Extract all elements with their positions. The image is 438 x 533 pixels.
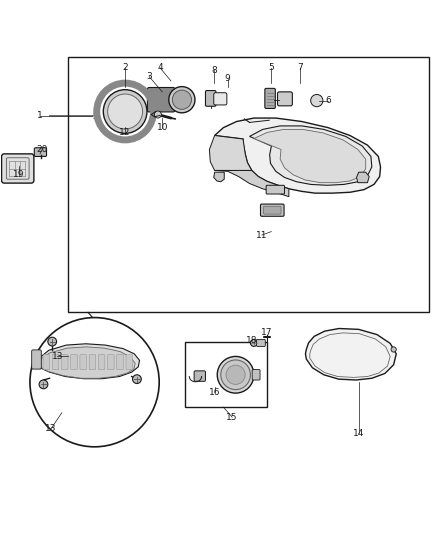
FancyBboxPatch shape	[43, 354, 49, 369]
Text: 5: 5	[268, 63, 274, 72]
Text: 14: 14	[353, 429, 364, 438]
FancyBboxPatch shape	[32, 350, 41, 369]
FancyBboxPatch shape	[257, 340, 265, 346]
FancyBboxPatch shape	[261, 204, 284, 216]
Circle shape	[133, 375, 141, 384]
Circle shape	[217, 357, 254, 393]
FancyBboxPatch shape	[61, 354, 68, 369]
FancyBboxPatch shape	[205, 91, 216, 106]
Circle shape	[169, 87, 195, 113]
Circle shape	[391, 347, 396, 352]
FancyBboxPatch shape	[126, 354, 133, 369]
FancyBboxPatch shape	[108, 354, 114, 369]
FancyBboxPatch shape	[265, 88, 276, 108]
FancyBboxPatch shape	[2, 154, 34, 183]
FancyBboxPatch shape	[80, 354, 86, 369]
Text: 15: 15	[226, 413, 238, 422]
FancyBboxPatch shape	[148, 87, 175, 112]
FancyBboxPatch shape	[194, 371, 205, 381]
Circle shape	[251, 340, 258, 346]
Polygon shape	[215, 118, 381, 193]
Circle shape	[172, 90, 191, 109]
Circle shape	[311, 94, 323, 107]
Polygon shape	[254, 130, 366, 183]
FancyBboxPatch shape	[99, 354, 105, 369]
Polygon shape	[40, 347, 135, 378]
Polygon shape	[214, 172, 224, 182]
Text: 7: 7	[297, 63, 303, 72]
Circle shape	[103, 90, 147, 133]
Text: 8: 8	[211, 66, 217, 75]
Circle shape	[154, 111, 161, 118]
Text: 20: 20	[36, 145, 48, 154]
Text: 12: 12	[120, 127, 131, 136]
FancyBboxPatch shape	[117, 354, 124, 369]
FancyBboxPatch shape	[214, 93, 227, 105]
Text: 1: 1	[37, 111, 43, 120]
Polygon shape	[357, 172, 369, 183]
FancyBboxPatch shape	[266, 185, 285, 194]
Circle shape	[221, 360, 251, 390]
FancyBboxPatch shape	[89, 354, 95, 369]
Text: 13: 13	[52, 351, 63, 360]
Text: 2: 2	[122, 63, 128, 72]
FancyBboxPatch shape	[278, 92, 292, 106]
Polygon shape	[209, 135, 252, 171]
Polygon shape	[36, 344, 140, 379]
Circle shape	[95, 82, 155, 141]
Text: 19: 19	[13, 171, 25, 179]
Polygon shape	[215, 171, 289, 197]
FancyBboxPatch shape	[252, 369, 260, 380]
Text: 6: 6	[325, 96, 331, 105]
Polygon shape	[305, 328, 396, 380]
Text: 3: 3	[146, 72, 152, 81]
FancyBboxPatch shape	[34, 148, 46, 157]
Text: 9: 9	[225, 74, 231, 83]
Bar	[68, 57, 428, 312]
Circle shape	[108, 94, 143, 129]
FancyBboxPatch shape	[52, 354, 59, 369]
Circle shape	[48, 337, 57, 346]
Text: 17: 17	[261, 328, 273, 337]
Polygon shape	[250, 126, 372, 185]
Text: 16: 16	[209, 387, 220, 397]
Circle shape	[226, 365, 245, 384]
Text: 13: 13	[45, 424, 57, 433]
FancyBboxPatch shape	[264, 206, 281, 214]
FancyBboxPatch shape	[71, 354, 77, 369]
Text: 11: 11	[256, 231, 268, 239]
Circle shape	[39, 380, 48, 389]
Circle shape	[30, 318, 159, 447]
Text: 4: 4	[157, 63, 163, 72]
Text: 10: 10	[156, 123, 168, 132]
Text: 18: 18	[246, 336, 258, 345]
Bar	[185, 343, 267, 407]
